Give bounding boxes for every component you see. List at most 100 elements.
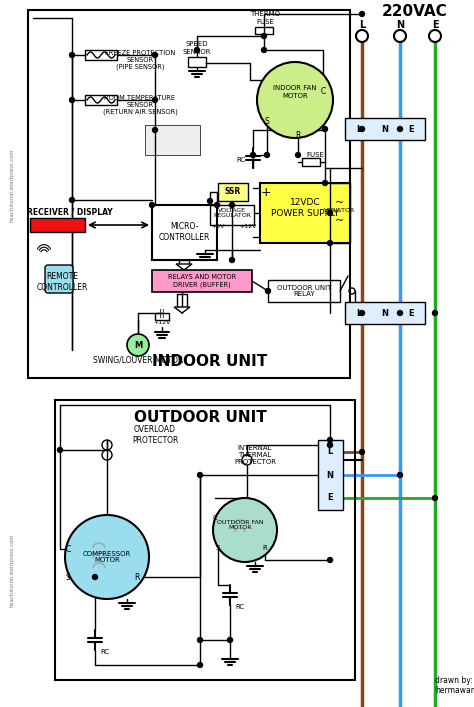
Text: L: L <box>356 308 362 317</box>
Text: +12V: +12V <box>153 320 171 325</box>
Circle shape <box>398 310 402 315</box>
Text: RECEIVER / DISPLAY: RECEIVER / DISPLAY <box>27 207 113 216</box>
Polygon shape <box>174 307 190 313</box>
Circle shape <box>432 310 438 315</box>
Circle shape <box>153 98 157 103</box>
Bar <box>318 440 343 510</box>
Circle shape <box>262 47 266 52</box>
Circle shape <box>359 310 365 315</box>
Text: 220VAC: 220VAC <box>382 4 448 20</box>
Text: ~: ~ <box>336 198 345 208</box>
Text: M: M <box>134 341 142 349</box>
Circle shape <box>322 180 328 185</box>
Text: R: R <box>263 545 267 551</box>
Text: C: C <box>320 88 326 96</box>
Bar <box>345 302 425 324</box>
Circle shape <box>194 47 200 52</box>
Text: +5V: +5V <box>211 225 225 230</box>
Text: L: L <box>328 448 333 457</box>
Text: RC: RC <box>237 157 246 163</box>
FancyBboxPatch shape <box>45 265 73 293</box>
Circle shape <box>359 127 365 132</box>
Text: N: N <box>382 124 389 134</box>
Text: ROOM TEMPERATURE
SENSOR
(RETURN AIR SENSOR): ROOM TEMPERATURE SENSOR (RETURN AIR SENS… <box>102 95 177 115</box>
Circle shape <box>295 153 301 158</box>
Text: OUTDOOR UNIT: OUTDOOR UNIT <box>134 411 266 426</box>
Circle shape <box>322 127 328 132</box>
Bar <box>188 57 206 67</box>
Text: OVERLOAD
PROTECTOR: OVERLOAD PROTECTOR <box>132 426 178 445</box>
Bar <box>268 280 340 302</box>
Polygon shape <box>176 264 192 270</box>
Text: SWING/LOUVER MOTOR: SWING/LOUVER MOTOR <box>93 356 183 365</box>
Text: REMOTE
CONTROLLER: REMOTE CONTROLLER <box>36 272 88 292</box>
Bar <box>345 118 425 140</box>
Text: C: C <box>65 544 71 554</box>
Circle shape <box>328 443 332 448</box>
Text: S: S <box>65 573 70 581</box>
Bar <box>30 218 85 232</box>
Bar <box>85 95 117 105</box>
Circle shape <box>70 98 74 103</box>
Circle shape <box>328 240 332 245</box>
Bar <box>152 270 252 292</box>
Circle shape <box>265 288 271 293</box>
Bar <box>155 313 169 320</box>
Text: 12VDC
POWER SUPPLY: 12VDC POWER SUPPLY <box>271 198 339 218</box>
Text: ||: || <box>159 308 165 317</box>
Text: VOLTAGE
REGULATOR: VOLTAGE REGULATOR <box>213 208 251 218</box>
Text: +12V: +12V <box>239 225 257 230</box>
Text: INTERNAL
THERMAL
PROTECTOR: INTERNAL THERMAL PROTECTOR <box>234 445 276 465</box>
Text: N: N <box>396 20 404 30</box>
Bar <box>85 50 117 60</box>
Circle shape <box>359 450 365 455</box>
Text: INDOOR UNIT: INDOOR UNIT <box>152 354 268 370</box>
Bar <box>152 205 217 260</box>
Bar <box>218 183 248 201</box>
Text: OUTDOOR FAN
MOTOR: OUTDOOR FAN MOTOR <box>217 520 263 530</box>
Circle shape <box>228 638 233 643</box>
Text: VARISTOR: VARISTOR <box>324 207 356 213</box>
Circle shape <box>398 472 402 477</box>
Circle shape <box>257 62 333 138</box>
Text: L: L <box>356 124 362 134</box>
Text: L: L <box>359 20 365 30</box>
Text: RC: RC <box>236 604 245 610</box>
Circle shape <box>153 127 157 132</box>
Circle shape <box>198 472 202 477</box>
Text: SPEED
SENSOR: SPEED SENSOR <box>183 42 211 54</box>
Circle shape <box>213 498 277 562</box>
Circle shape <box>57 448 63 452</box>
Text: C: C <box>213 515 218 521</box>
Bar <box>55 400 355 680</box>
Text: E: E <box>327 493 333 503</box>
Text: R: R <box>295 131 301 139</box>
Circle shape <box>328 211 332 216</box>
Circle shape <box>92 575 98 580</box>
Text: E: E <box>408 308 414 317</box>
Circle shape <box>153 52 157 57</box>
Text: INDOOR FAN
MOTOR: INDOOR FAN MOTOR <box>273 86 317 98</box>
Circle shape <box>264 153 270 158</box>
Text: RC: RC <box>100 649 109 655</box>
Text: SSR: SSR <box>225 187 241 197</box>
Circle shape <box>65 515 149 599</box>
Text: S: S <box>264 117 269 127</box>
Circle shape <box>262 33 266 38</box>
Text: RELAYS AND MOTOR
DRIVER (BUFFER): RELAYS AND MOTOR DRIVER (BUFFER) <box>168 274 236 288</box>
Text: +: + <box>261 187 271 199</box>
Text: S: S <box>216 545 220 551</box>
Circle shape <box>149 202 155 207</box>
Text: ~: ~ <box>336 216 345 226</box>
Circle shape <box>127 334 149 356</box>
Text: E: E <box>408 124 414 134</box>
Circle shape <box>328 438 332 443</box>
Text: FUSE: FUSE <box>306 152 324 158</box>
Text: R: R <box>134 573 140 581</box>
Text: COMPRESSOR
MOTOR: COMPRESSOR MOTOR <box>83 551 131 563</box>
Text: drawn by:
hermawan: drawn by: hermawan <box>435 676 474 695</box>
Circle shape <box>398 127 402 132</box>
Circle shape <box>250 153 255 158</box>
Text: hvactutorial.wordpress.com: hvactutorial.wordpress.com <box>10 148 15 222</box>
Text: THERMO
FUSE: THERMO FUSE <box>250 11 280 25</box>
